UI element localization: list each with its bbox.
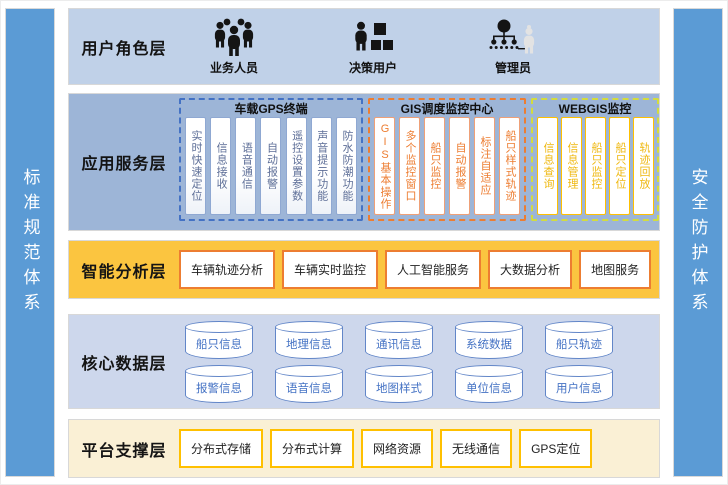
service-item: 信息管理 bbox=[561, 117, 582, 215]
service-item: 信息查询 bbox=[537, 117, 558, 215]
service-item: GIS基本操作 bbox=[374, 117, 395, 215]
security-system-label: 安全防护体系 bbox=[688, 167, 708, 318]
database-cylinder: 语音信息 bbox=[275, 364, 343, 403]
org-chart-icon bbox=[487, 18, 539, 58]
roles-row: 业务人员 决策用户 bbox=[179, 9, 659, 84]
platform-item: 网络资源 bbox=[361, 429, 434, 468]
database-cylinder: 单位信息 bbox=[455, 364, 523, 403]
app-service-layer-label: 应用服务层 bbox=[81, 156, 167, 173]
database-cylinder: 系统数据 bbox=[455, 320, 523, 359]
group-items: 实时快速定位 信息接收 语音通信 自动报警 遥控设置参数 声音提示功能 防水防潮… bbox=[185, 117, 357, 215]
database-cylinder: 船只轨迹 bbox=[545, 320, 613, 359]
analysis-item: 车辆实时监控 bbox=[282, 250, 379, 289]
database-name: 船只信息 bbox=[196, 338, 242, 351]
service-item: 自动报警 bbox=[449, 117, 470, 215]
group-items: GIS基本操作 多个监控窗口 船只监控 自动报警 标注自适应 船只样式轨迹 bbox=[374, 117, 520, 215]
database-name: 通讯信息 bbox=[376, 338, 422, 351]
core-data-layer-label: 核心数据层 bbox=[81, 355, 167, 373]
analysis-item: 大数据分析 bbox=[488, 250, 573, 289]
database-name: 单位信息 bbox=[466, 382, 512, 395]
platform-item: 无线通信 bbox=[440, 429, 513, 468]
user-role-layer-label: 用户角色层 bbox=[81, 40, 167, 58]
service-item: 信息接收 bbox=[210, 117, 232, 215]
platform-items-row: 分布式存储 分布式计算 网络资源 无线通信 GPS定位 bbox=[179, 420, 659, 477]
role-decision-user: 决策用户 bbox=[348, 18, 398, 76]
group-items: 信息查询 信息管理 船只监控 船只定位 轨迹回放 bbox=[537, 117, 654, 215]
platform-item: 分布式存储 bbox=[179, 429, 264, 468]
analysis-item: 车辆轨迹分析 bbox=[179, 250, 276, 289]
database-cylinder: 地理信息 bbox=[275, 320, 343, 359]
role-name: 管理员 bbox=[494, 60, 531, 75]
database-name: 报警信息 bbox=[196, 382, 242, 395]
service-item: 遥控设置参数 bbox=[285, 117, 307, 215]
database-name: 语音信息 bbox=[286, 382, 332, 395]
analysis-item: 人工智能服务 bbox=[385, 250, 482, 289]
group-title: 车载GPS终端 bbox=[234, 102, 308, 116]
security-system-pillar: 安全防护体系 bbox=[673, 8, 723, 477]
service-item: 实时快速定位 bbox=[185, 117, 206, 215]
group-title: WEBGIS监控 bbox=[558, 102, 632, 116]
service-groups-row: 车载GPS终端 实时快速定位 信息接收 语音通信 自动报警 遥控设置参数 声音提… bbox=[179, 94, 665, 230]
standards-system-pillar: 标准规范体系 bbox=[5, 8, 55, 477]
database-name: 地理信息 bbox=[286, 338, 332, 351]
role-name: 决策用户 bbox=[348, 60, 397, 75]
service-item: 多个监控窗口 bbox=[399, 117, 420, 215]
platform-layer: 平台支撑层 分布式存储 分布式计算 网络资源 无线通信 GPS定位 bbox=[68, 419, 660, 478]
analysis-layer-label: 智能分析层 bbox=[81, 263, 167, 281]
database-name: 船只轨迹 bbox=[556, 338, 602, 351]
layer-stack: 用户角色层 业务人员 bbox=[68, 0, 660, 485]
service-item: 船只监控 bbox=[424, 117, 445, 215]
standards-system-label: 标准规范体系 bbox=[20, 167, 40, 318]
database-cylinder: 地图样式 bbox=[365, 364, 433, 403]
core-data-layer: 核心数据层 船只信息 地理信息 通讯信息 系统数据 船只轨迹 报警信息 语音信息… bbox=[68, 314, 660, 409]
database-cylinder: 报警信息 bbox=[185, 364, 253, 403]
analysis-item: 地图服务 bbox=[579, 250, 652, 289]
platform-item: GPS定位 bbox=[519, 429, 593, 468]
service-item: 船只监控 bbox=[585, 117, 606, 215]
service-item: 轨迹回放 bbox=[633, 117, 654, 215]
app-service-layer: 应用服务层 车载GPS终端 实时快速定位 信息接收 语音通信 自动报警 遥控设置… bbox=[68, 93, 660, 231]
user-role-layer: 用户角色层 业务人员 bbox=[68, 8, 660, 85]
service-item: 船只定位 bbox=[609, 117, 630, 215]
service-item: 语音通信 bbox=[235, 117, 257, 215]
service-item: 防水防潮功能 bbox=[335, 117, 357, 215]
service-item: 标注自适应 bbox=[474, 117, 495, 215]
service-item: 自动报警 bbox=[260, 117, 282, 215]
group-gis-dispatch-center: GIS调度监控中心 GIS基本操作 多个监控窗口 船只监控 自动报警 标注自适应… bbox=[368, 98, 526, 221]
platform-layer-label: 平台支撑层 bbox=[81, 442, 167, 460]
role-name: 业务人员 bbox=[209, 60, 258, 75]
database-name: 用户信息 bbox=[556, 382, 602, 395]
database-name: 系统数据 bbox=[466, 338, 512, 351]
users-group-icon bbox=[209, 18, 259, 58]
role-business-staff: 业务人员 bbox=[209, 18, 259, 76]
role-administrator: 管理员 bbox=[487, 18, 539, 76]
group-webgis-monitoring: WEBGIS监控 信息查询 信息管理 船只监控 船只定位 轨迹回放 bbox=[531, 98, 659, 221]
database-grid: 船只信息 地理信息 通讯信息 系统数据 船只轨迹 报警信息 语音信息 地图样式 … bbox=[179, 315, 659, 408]
service-item: 船只样式轨迹 bbox=[499, 117, 520, 215]
database-name: 地图样式 bbox=[376, 382, 422, 395]
person-blocks-icon bbox=[348, 18, 398, 58]
service-item: 声音提示功能 bbox=[310, 117, 332, 215]
database-cylinder: 用户信息 bbox=[545, 364, 613, 403]
analysis-layer: 智能分析层 车辆轨迹分析 车辆实时监控 人工智能服务 大数据分析 地图服务 bbox=[68, 240, 660, 299]
analysis-items-row: 车辆轨迹分析 车辆实时监控 人工智能服务 大数据分析 地图服务 bbox=[179, 241, 675, 298]
group-vehicle-gps-terminal: 车载GPS终端 实时快速定位 信息接收 语音通信 自动报警 遥控设置参数 声音提… bbox=[179, 98, 363, 221]
platform-item: 分布式计算 bbox=[270, 429, 355, 468]
database-cylinder: 船只信息 bbox=[185, 320, 253, 359]
group-title: GIS调度监控中心 bbox=[400, 102, 494, 116]
database-cylinder: 通讯信息 bbox=[365, 320, 433, 359]
